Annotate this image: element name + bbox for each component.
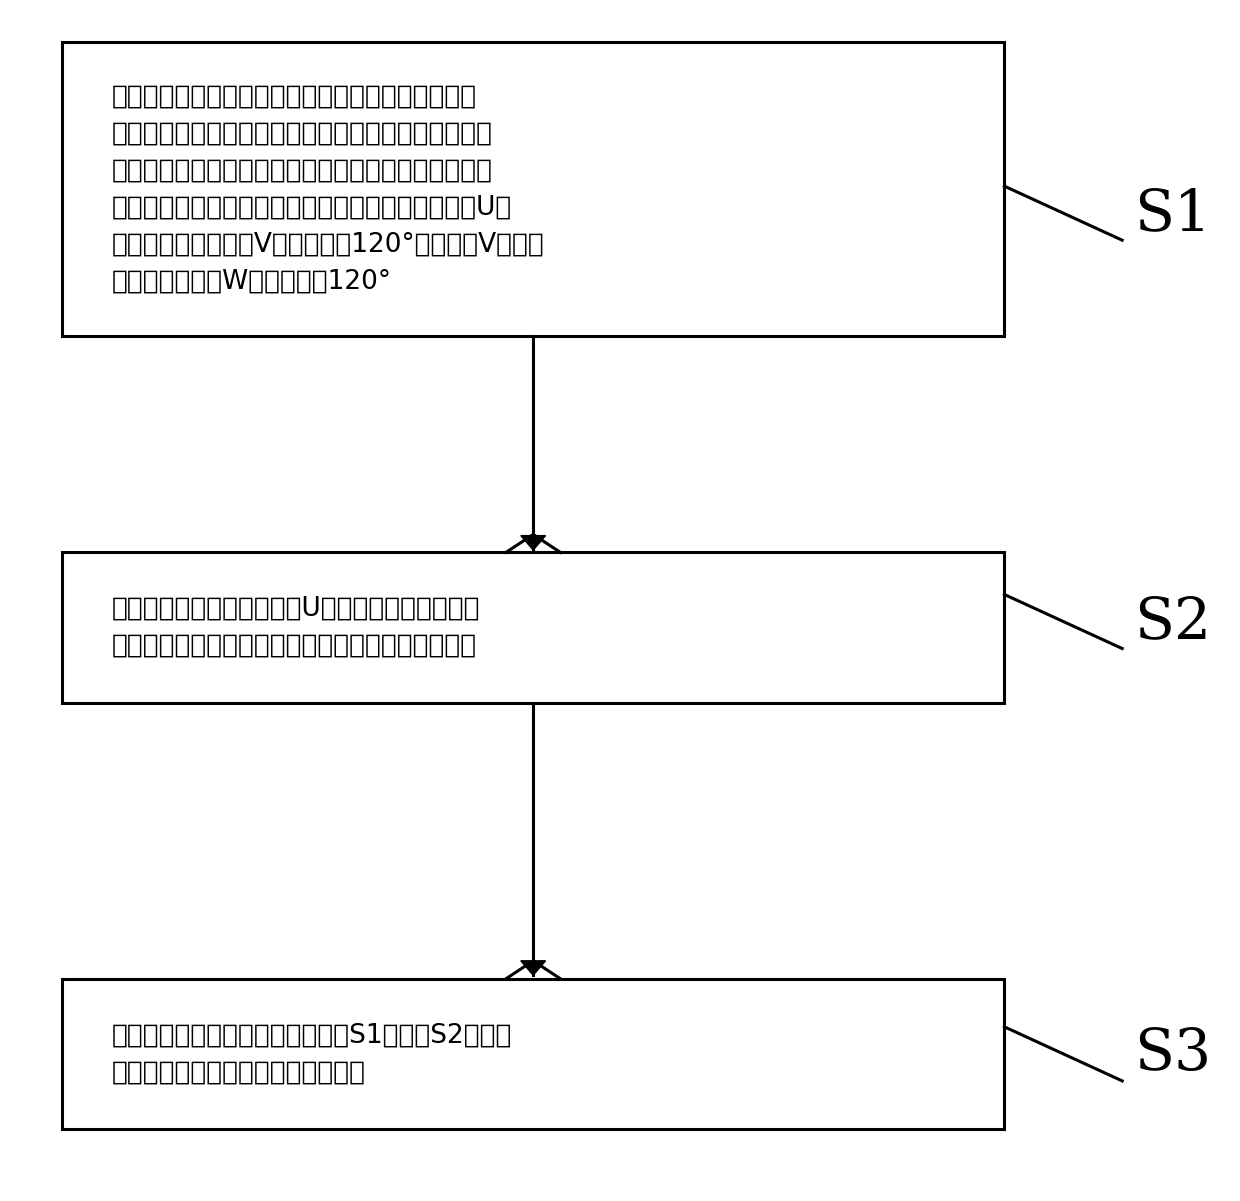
Bar xyxy=(62,42,1004,336)
Polygon shape xyxy=(521,961,546,975)
Text: S3: S3 xyxy=(1135,1027,1211,1082)
Bar xyxy=(62,979,1004,1129)
Bar xyxy=(62,552,1004,703)
Text: 标定电机电角度旋转正方向并与编码器旋转正方向一
致：以望远镜的转台顺时针旋转方向为正方向，该正方
向为编码器旋转正方向，同时也为电机电角度旋转正方
向；当电机以: 标定电机电角度旋转正方向并与编码器旋转正方向一 致：以望远镜的转台顺时针旋转方向… xyxy=(112,84,544,294)
Text: 电机电角度标定：将电机的U相反电动势过零点位置
再加上四分之一电角度周期标定为电机的电角度零点: 电机电角度标定：将电机的U相反电动势过零点位置 再加上四分之一电角度周期标定为电… xyxy=(112,596,480,659)
Text: S2: S2 xyxy=(1135,594,1211,650)
Text: S1: S1 xyxy=(1135,186,1211,241)
Text: 对每个分段电机分别顺序进行步骤S1和步骤S2，使得
每个分段电机的出力大小和方向一致: 对每个分段电机分别顺序进行步骤S1和步骤S2，使得 每个分段电机的出力大小和方向… xyxy=(112,1022,512,1086)
Polygon shape xyxy=(521,536,546,550)
